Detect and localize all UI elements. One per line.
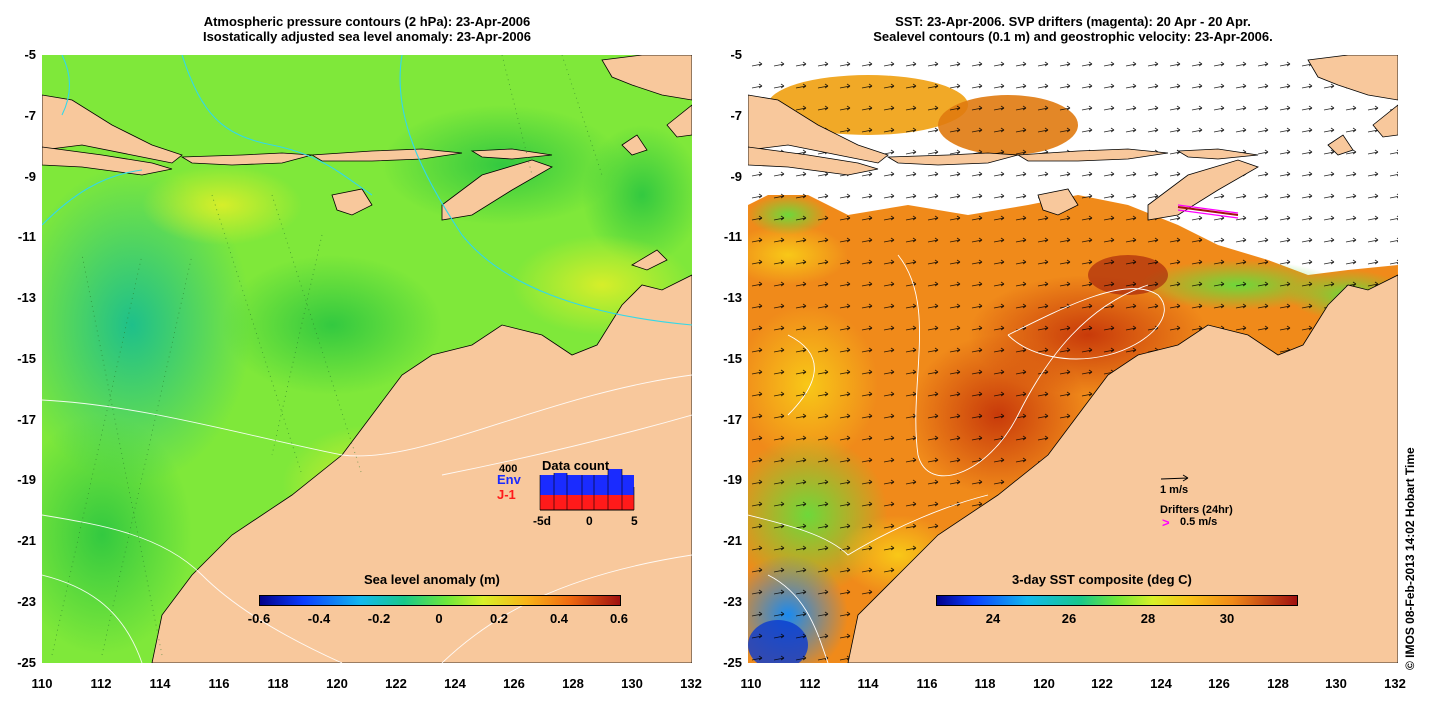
sst-map (748, 55, 1398, 663)
left-colorbar-label-2: -0.2 (367, 611, 391, 626)
data-count-x-mid: 0 (586, 514, 593, 528)
right-title-line2: Sealevel contours (0.1 m) and geostrophi… (873, 29, 1273, 44)
left-y-tick: -13 (17, 290, 36, 305)
left-y-tick: -15 (17, 351, 36, 366)
right-y-tick: -15 (723, 351, 742, 366)
right-x-tick: 116 (916, 676, 938, 691)
left-x-tick: 112 (90, 676, 112, 691)
left-y-tick: -11 (17, 229, 36, 244)
right-x-tick: 130 (1325, 676, 1347, 691)
drifter-key-label: 0.5 m/s (1180, 516, 1218, 528)
right-x-tick: 110 (740, 676, 762, 691)
right-x-tick: 126 (1208, 676, 1230, 691)
sea-level-map (42, 55, 692, 663)
right-x-tick: 128 (1267, 676, 1289, 691)
right-y-tick: -21 (723, 533, 742, 548)
right-colorbar-title: 3-day SST composite (deg C) (1012, 572, 1192, 587)
drifters-label: Drifters (24hr) (1160, 504, 1233, 516)
data-count-max: 400 (499, 463, 518, 475)
left-y-tick: -23 (17, 594, 36, 609)
credit-text: © IMOS 08-Feb-2013 14:02 Hobart Time (1403, 447, 1417, 670)
left-x-tick: 114 (149, 676, 171, 691)
left-colorbar-label-1: -0.4 (307, 611, 331, 626)
land-australia (151, 274, 692, 663)
data-count-inset (539, 469, 635, 511)
right-colorbar-label-1: 26 (1061, 611, 1077, 626)
left-colorbar-label-5: 0.4 (549, 611, 569, 626)
left-y-tick: -7 (24, 108, 36, 123)
j1-bars (540, 495, 634, 510)
right-x-tick: 122 (1091, 676, 1113, 691)
right-y-tick: -11 (723, 229, 742, 244)
altimeter-tracks (51, 55, 603, 656)
left-title-line2: Isostatically adjusted sea level anomaly… (202, 29, 532, 44)
left-x-tick: 120 (326, 676, 348, 691)
left-y-tick: -19 (17, 472, 36, 487)
left-x-tick: 118 (267, 676, 289, 691)
velocity-key-arrow (1160, 474, 1189, 482)
left-x-tick: 116 (208, 676, 230, 691)
drifter-key-symbol: > (1162, 515, 1170, 530)
left-colorbar-label-3: 0 (435, 611, 443, 626)
sealevel-contours (748, 254, 1165, 663)
right-y-tick: -23 (723, 594, 742, 609)
data-count-j1-label: J-1 (497, 487, 516, 502)
left-colorbar-label-4: 0.2 (489, 611, 509, 626)
left-x-tick: 110 (31, 676, 53, 691)
left-title-line1: Atmospheric pressure contours (2 hPa): 2… (203, 14, 531, 29)
right-colorbar-label-3: 30 (1219, 611, 1235, 626)
right-y-tick: -5 (730, 47, 742, 62)
right-x-tick: 114 (857, 676, 879, 691)
land-islands (42, 55, 692, 271)
pressure-contours (42, 55, 692, 326)
left-y-tick: -17 (17, 412, 36, 427)
right-x-tick: 112 (799, 676, 821, 691)
right-y-tick: -13 (723, 290, 742, 305)
data-count-title: Data count (542, 458, 610, 473)
right-y-tick: -9 (730, 169, 742, 184)
data-count-x-right: 5 (631, 514, 638, 528)
left-title: Atmospheric pressure contours (2 hPa): 2… (42, 14, 692, 44)
sea-level-contours (42, 374, 692, 663)
left-x-tick: 124 (444, 676, 466, 691)
left-y-tick: -25 (17, 655, 36, 670)
data-count-x-left: -5d (533, 514, 551, 528)
right-colorbar-label-0: 24 (985, 611, 1001, 626)
right-y-tick: -7 (730, 108, 742, 123)
left-colorbar-label-0: -0.6 (247, 611, 271, 626)
left-x-tick: 130 (621, 676, 643, 691)
right-title: SST: 23-Apr-2006. SVP drifters (magenta)… (748, 14, 1398, 44)
left-y-tick: -5 (24, 47, 36, 62)
left-x-tick: 126 (503, 676, 525, 691)
left-colorbar (259, 595, 621, 606)
velocity-key-label: 1 m/s (1160, 484, 1189, 496)
right-y-tick: -19 (723, 472, 742, 487)
left-y-tick: -21 (17, 533, 36, 548)
left-x-tick: 128 (562, 676, 584, 691)
right-colorbar (936, 595, 1298, 606)
land-australia (847, 274, 1398, 663)
right-title-line1: SST: 23-Apr-2006. SVP drifters (magenta)… (895, 14, 1251, 29)
data-count-env-label: Env (497, 472, 521, 487)
left-colorbar-title: Sea level anomaly (m) (364, 572, 500, 587)
land-islands (748, 55, 1398, 221)
left-x-tick: 132 (680, 676, 702, 691)
right-y-tick: -25 (723, 655, 742, 670)
right-y-tick: -17 (723, 412, 742, 427)
right-x-tick: 118 (974, 676, 996, 691)
right-x-tick: 124 (1150, 676, 1172, 691)
drifter-tracks (1177, 204, 1239, 219)
right-x-tick: 120 (1033, 676, 1055, 691)
left-y-tick: -9 (24, 169, 36, 184)
left-x-tick: 122 (385, 676, 407, 691)
right-colorbar-label-2: 28 (1140, 611, 1156, 626)
left-colorbar-label-6: 0.6 (609, 611, 629, 626)
right-x-tick: 132 (1384, 676, 1406, 691)
